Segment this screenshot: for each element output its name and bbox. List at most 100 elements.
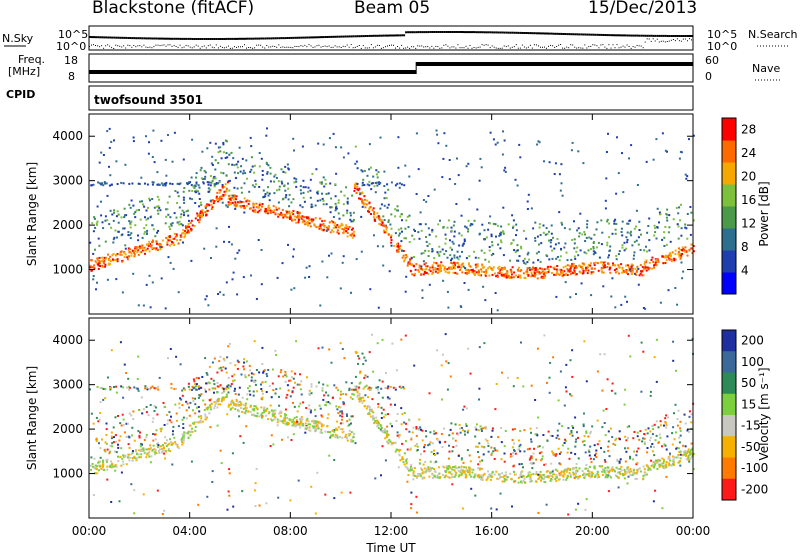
scatter-point — [520, 472, 523, 475]
scatter-point — [459, 471, 462, 474]
scatter-point — [389, 385, 392, 388]
scatter-point — [618, 471, 621, 474]
scatter-point — [549, 479, 552, 482]
scatter-point — [390, 236, 392, 239]
scatter-point — [447, 362, 450, 365]
scatter-point — [409, 258, 412, 261]
nsky-point — [123, 36, 126, 39]
scatter-point — [400, 183, 403, 186]
scatter-point — [558, 478, 561, 481]
scatter-point — [143, 439, 146, 441]
scatter-point — [123, 363, 126, 366]
scatter-point — [124, 253, 127, 256]
scatter-point — [480, 270, 483, 273]
scatter-point — [224, 367, 227, 370]
scatter-point — [162, 402, 165, 404]
scatter-point — [561, 223, 564, 226]
scatter-point — [411, 234, 414, 237]
scatter-point — [207, 187, 210, 190]
scatter-point — [680, 255, 683, 258]
scatter-point — [476, 265, 479, 268]
scatter-point — [643, 249, 646, 252]
scatter-point — [548, 471, 551, 474]
scatter-point — [204, 298, 207, 301]
scatter-point — [530, 431, 532, 434]
scatter-point — [209, 188, 212, 191]
scatter-point — [278, 412, 281, 415]
scatter-point — [386, 183, 389, 186]
scatter-point — [251, 184, 254, 187]
scatter-point — [296, 212, 299, 215]
scatter-point — [356, 391, 359, 394]
scatter-point — [674, 249, 677, 252]
scatter-point — [400, 213, 403, 216]
scatter-point — [637, 468, 640, 471]
scatter-point — [382, 215, 385, 218]
scatter-point — [361, 352, 364, 355]
nsky-point — [111, 36, 114, 39]
scatter-point — [626, 447, 629, 450]
scatter-point — [237, 160, 240, 163]
scatter-point — [605, 177, 608, 180]
scatter-point — [615, 223, 618, 225]
scatter-point — [563, 404, 566, 407]
scatter-point — [658, 211, 661, 214]
scatter-point — [92, 422, 95, 425]
scatter-point — [208, 181, 211, 184]
scatter-point — [613, 222, 616, 225]
scatter-point — [331, 229, 333, 232]
scatter-point — [687, 456, 690, 459]
scatter-point — [445, 465, 448, 468]
scatter-point — [336, 224, 339, 226]
scatter-point — [415, 263, 418, 266]
scatter-marks — [89, 31, 695, 516]
scatter-point — [519, 276, 522, 279]
scatter-point — [655, 237, 658, 240]
scatter-point — [386, 387, 389, 390]
scatter-point — [245, 425, 248, 428]
scatter-point — [178, 223, 181, 226]
scatter-point — [679, 464, 682, 467]
nsky-point — [179, 37, 182, 40]
scatter-point — [679, 420, 682, 423]
scatter-point — [556, 256, 559, 258]
scatter-point — [608, 254, 610, 257]
scatter-point — [315, 168, 318, 171]
scatter-point — [230, 151, 233, 154]
scatter-point — [289, 395, 292, 398]
scatter-point — [515, 473, 517, 476]
scatter-point — [639, 430, 642, 433]
scatter-point — [264, 210, 267, 213]
scatter-point — [363, 356, 366, 359]
scatter-point — [237, 393, 240, 396]
scatter-point — [210, 408, 212, 411]
scatter-point — [623, 241, 626, 244]
scatter-point — [329, 211, 332, 214]
scatter-point — [341, 224, 344, 227]
scatter-point — [182, 427, 185, 429]
scatter-point — [418, 271, 421, 273]
scatter-point — [688, 430, 691, 433]
scatter-point — [249, 404, 252, 407]
scatter-point — [130, 483, 133, 486]
scatter-point — [601, 468, 604, 471]
scatter-point — [300, 216, 303, 219]
scatter-point — [490, 435, 493, 438]
scatter-point — [260, 413, 263, 416]
scatter-point — [684, 173, 687, 176]
scatter-point — [542, 231, 545, 234]
scatter-point — [233, 404, 236, 406]
scatter-point — [518, 266, 521, 269]
scatter-point — [94, 248, 96, 251]
scatter-point — [585, 266, 587, 269]
scatter-point — [656, 207, 659, 210]
scatter-point — [548, 391, 551, 394]
scatter-point — [333, 224, 336, 227]
scatter-point — [111, 442, 114, 445]
scatter-point — [631, 474, 634, 476]
scatter-point — [353, 230, 356, 233]
scatter-point — [418, 474, 421, 476]
scatter-point — [308, 392, 311, 395]
scatter-point — [454, 423, 457, 426]
scatter-point — [687, 448, 690, 451]
